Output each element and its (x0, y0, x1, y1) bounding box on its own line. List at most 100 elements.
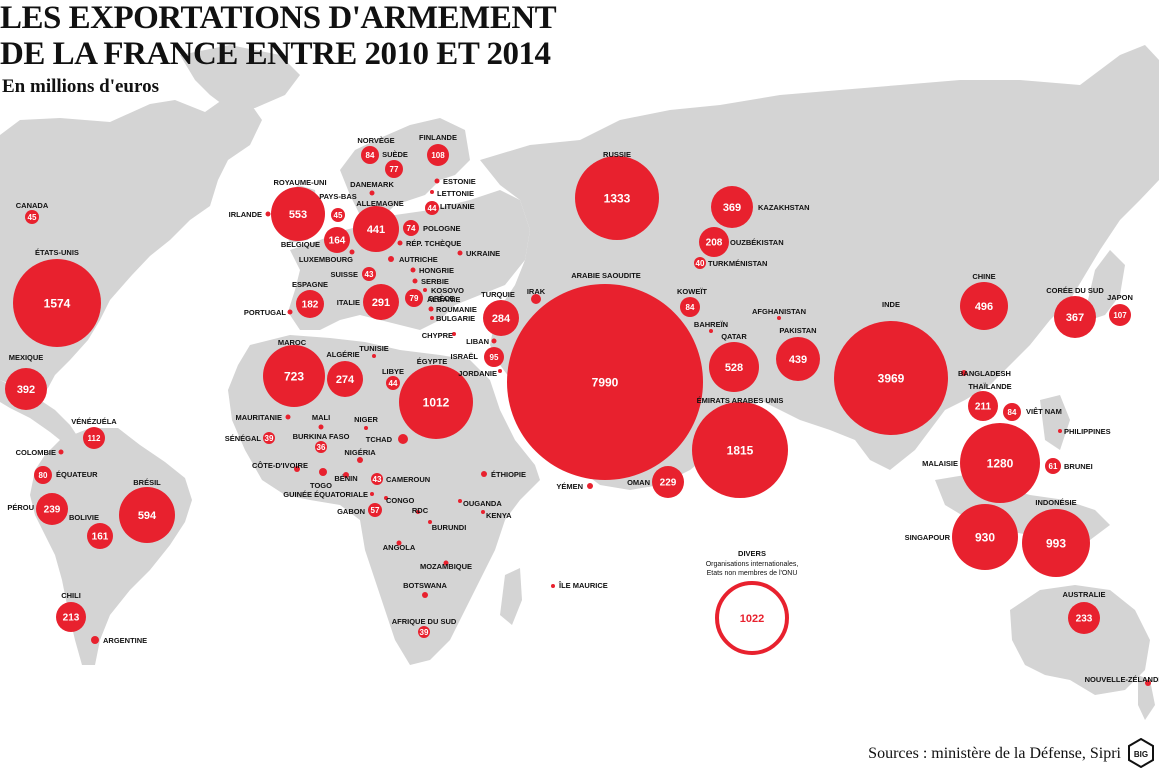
bubble-suede (385, 160, 403, 178)
label-indonesie: INDONÉSIE (1035, 498, 1076, 507)
label-australie: AUSTRALIE (1063, 590, 1106, 599)
label-bolivie: BOLIVIE (69, 513, 99, 522)
label-nouvelle-zelande: NOUVELLE-ZÉLANDE (1085, 675, 1159, 684)
value-belgique: 164 (329, 236, 346, 247)
value-bresil: 594 (138, 510, 157, 522)
label-nigeria: NIGÉRIA (344, 448, 376, 457)
bubble-cameroun (371, 473, 383, 485)
bubble-grece (405, 289, 423, 307)
bubble-colombie (58, 449, 64, 455)
label-canada: CANADA (16, 201, 49, 210)
label-pakistan: PAKISTAN (779, 326, 816, 335)
value-afrique-du-sud: 39 (420, 628, 429, 637)
label-oman: OMAN (627, 478, 650, 487)
label-belgique: BELGIQUE (281, 240, 320, 249)
label-lituanie: LITUANIE (440, 202, 475, 211)
value-cameroun: 43 (373, 475, 382, 484)
label-divers: DIVERS (738, 549, 766, 558)
value-finlande: 108 (431, 151, 445, 160)
bubble-tchad (398, 434, 408, 444)
label-rep-tcheque: RÉP. TCHÈQUE (406, 239, 461, 248)
bubble-suisse (362, 267, 376, 281)
bubble-emirats-arabes-unis (692, 402, 788, 498)
bubble-libye (386, 376, 400, 390)
value-koweit: 84 (686, 303, 695, 312)
bubble-canada (25, 210, 39, 224)
label-espagne: ESPAGNE (292, 280, 328, 289)
bubble-etats-unis (13, 259, 101, 347)
label-danemark: DANEMARK (350, 180, 394, 189)
bubble-divers (715, 581, 789, 655)
bubble-ouganda (458, 499, 462, 503)
land-greenland (180, 45, 300, 110)
label-suisse: SUISSE (330, 270, 358, 279)
bubble-philippines (1058, 429, 1062, 433)
bubble-coree-du-sud (1054, 296, 1096, 338)
label-estonie: ESTONIE (443, 177, 476, 186)
value-pologne: 74 (407, 224, 416, 233)
label-tchad: TCHAD (366, 435, 393, 444)
label-burkina-faso: BURKINA FASO (293, 432, 350, 441)
bubble-irak (531, 294, 541, 304)
value-turquie: 284 (492, 313, 511, 325)
label-irak: IRAK (527, 287, 546, 296)
value-emirats-arabes-unis: 1815 (727, 443, 754, 457)
bubble-botswana (422, 592, 428, 598)
bubble-luxembourg (349, 249, 355, 255)
label-emirats-arabes-unis: ÉMIRATS ARABES UNIS (697, 396, 784, 405)
value-maroc: 723 (284, 369, 304, 383)
label-pologne: POLOGNE (423, 224, 461, 233)
label-algerie: ALGÉRIE (326, 350, 359, 359)
bubble-finlande (427, 144, 449, 166)
value-kazakhstan: 369 (723, 202, 741, 214)
value-russie: 1333 (604, 191, 631, 205)
label-benin: BÉNIN (334, 474, 357, 483)
label-hongrie: HONGRIE (419, 266, 454, 275)
value-algerie: 274 (336, 374, 355, 386)
bubble-pologne (403, 220, 419, 236)
bubble-bahrein (709, 329, 713, 333)
bubble-kosovo (423, 288, 427, 292)
label-congo: CONGO (386, 496, 415, 505)
label-grece: GRÈCE (428, 294, 455, 303)
label-argentine: ARGENTINE (103, 636, 147, 645)
bubble-chili (56, 602, 86, 632)
bubble-jordanie (498, 369, 502, 373)
bubble-ouzbekistan (699, 227, 729, 257)
bubble-arabie-saoudite (507, 284, 703, 480)
label-irlande: IRLANDE (229, 210, 262, 219)
value-viet-nam: 84 (1008, 408, 1017, 417)
value-lituanie: 44 (428, 204, 437, 213)
bubble-yemen (587, 483, 593, 489)
label-serbie: SERBIE (421, 277, 449, 286)
bubble-thailande (968, 391, 998, 421)
bubble-malaisie (960, 423, 1040, 503)
bubble-nouvelle-zelande (1145, 680, 1151, 686)
bubble-irlande (265, 211, 271, 217)
value-inde: 3969 (878, 371, 905, 385)
label-senegal: SÉNÉGAL (225, 434, 262, 443)
value-japon: 107 (1113, 311, 1127, 320)
value-gabon: 57 (371, 506, 380, 515)
bubble-ethiopie (481, 471, 487, 477)
label-mexique: MEXIQUE (9, 353, 44, 362)
label-italie: ITALIE (337, 298, 360, 307)
label-lettonie: LETTONIE (437, 189, 474, 198)
land-japan (1088, 250, 1125, 320)
bubble-chine (960, 282, 1008, 330)
value-royaume-uni: 553 (289, 209, 307, 221)
bubble-allemagne (353, 206, 399, 252)
label-ouganda: OUGANDA (463, 499, 502, 508)
value-grece: 79 (410, 294, 419, 303)
value-malaisie: 1280 (987, 456, 1014, 470)
bubble-bangladesh (961, 370, 967, 376)
bubble-viet-nam (1003, 403, 1021, 421)
label-ethiopie: ÉTHIOPIE (491, 470, 526, 479)
label-equateur: ÉQUATEUR (56, 470, 98, 479)
bubble-japon (1109, 304, 1131, 326)
bubble-oman (652, 466, 684, 498)
bubble-rdc (416, 510, 420, 514)
label-colombie: COLOMBIE (16, 448, 56, 457)
bubble-algerie (327, 361, 363, 397)
bubble-venezuela (83, 427, 105, 449)
